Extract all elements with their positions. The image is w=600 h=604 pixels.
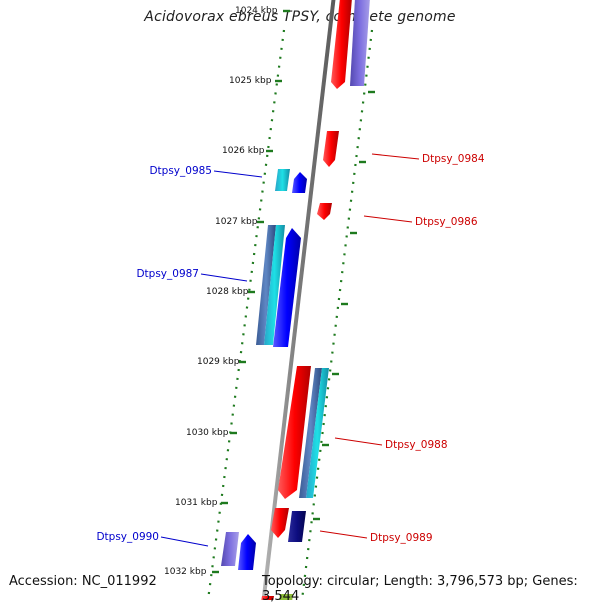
callout-line-dtpsy-0984 xyxy=(371,153,420,160)
callout-line-dtpsy-0989 xyxy=(319,530,368,539)
gene-block[interactable] xyxy=(273,228,301,347)
gene-block[interactable] xyxy=(323,131,339,167)
tick-label: 1024 kbp xyxy=(235,6,278,16)
accession-text: Accession: NC_011992 xyxy=(9,574,157,589)
gene-label-dtpsy-0984[interactable]: Dtpsy_0984 xyxy=(422,153,485,165)
gene-label-dtpsy-0988[interactable]: Dtpsy_0988 xyxy=(385,439,448,451)
gene-block[interactable] xyxy=(221,532,239,566)
gene-block[interactable] xyxy=(292,172,307,193)
tick-label: 1026 kbp xyxy=(222,146,265,156)
tick-label: 1025 kbp xyxy=(229,76,272,86)
gene-block[interactable] xyxy=(264,225,285,345)
callout-line-dtpsy-0990 xyxy=(160,536,209,547)
gene-block[interactable] xyxy=(238,534,256,570)
tick-label: 1028 kbp xyxy=(206,287,249,297)
page-title: Acidovorax ebreus TPSY, complete genome xyxy=(144,9,456,25)
gene-block[interactable] xyxy=(261,596,274,600)
gene-block[interactable] xyxy=(317,203,332,220)
gene-label-dtpsy-0986[interactable]: Dtpsy_0986 xyxy=(415,216,478,228)
gene-label-dtpsy-0990[interactable]: Dtpsy_0990 xyxy=(96,531,159,543)
gene-block[interactable] xyxy=(331,0,352,89)
tick-label: 1032 kbp xyxy=(164,567,207,577)
callout-line-dtpsy-0987 xyxy=(200,273,248,282)
gene-block[interactable] xyxy=(271,508,289,538)
callout-line-dtpsy-0985 xyxy=(213,170,263,178)
gene-block[interactable] xyxy=(278,366,311,499)
tick-label: 1031 kbp xyxy=(175,498,218,508)
gene-label-dtpsy-0985[interactable]: Dtpsy_0985 xyxy=(149,165,212,177)
gene-block[interactable] xyxy=(279,594,293,600)
scale-line-right xyxy=(300,29,374,600)
gene-block[interactable] xyxy=(288,511,306,542)
gene-block[interactable] xyxy=(275,169,290,191)
gene-label-dtpsy-0987[interactable]: Dtpsy_0987 xyxy=(136,268,199,280)
tick-label: 1029 kbp xyxy=(197,357,240,367)
gene-block[interactable] xyxy=(350,0,370,86)
scale-right-ticks xyxy=(313,90,375,521)
tick-label: 1027 kbp xyxy=(215,217,258,227)
gene-block[interactable] xyxy=(299,368,322,498)
callout-line-dtpsy-0988 xyxy=(334,437,383,446)
scale-major-ticks xyxy=(212,9,290,574)
genome-backbone xyxy=(261,0,336,600)
gene-block[interactable] xyxy=(306,368,329,498)
callout-line-dtpsy-0986 xyxy=(363,215,413,223)
tick-label: 1030 kbp xyxy=(186,428,229,438)
gene-block[interactable] xyxy=(256,225,276,345)
gene-label-dtpsy-0989[interactable]: Dtpsy_0989 xyxy=(370,532,433,544)
